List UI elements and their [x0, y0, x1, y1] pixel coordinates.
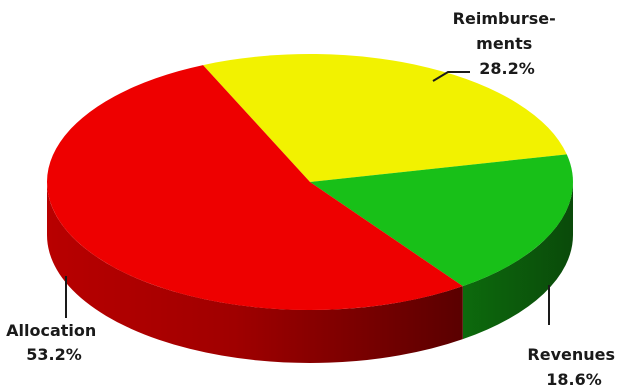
pie-labels: Reimburse- ments 28.2% Revenues 18.6% Al…	[6, 9, 617, 389]
slice-label-revenues: Revenues 18.6%	[527, 345, 617, 389]
slice-value-reimbursements: 28.2%	[479, 59, 535, 78]
leader-line-reimbursements	[432, 71, 470, 82]
pie-side-revenues	[462, 182, 573, 340]
pie-slice-reimbursements	[203, 54, 567, 182]
slice-label-revenues-line1: Revenues	[527, 345, 615, 364]
pie-leader-lines	[65, 71, 550, 325]
pie-slice-allocation	[46, 65, 463, 310]
slice-label-reimbursements: Reimburse- ments 28.2%	[453, 9, 562, 78]
pie-side-allocation	[47, 182, 463, 363]
slice-value-revenues: 18.6%	[546, 370, 602, 389]
slice-label-allocation-line1: Allocation	[6, 321, 96, 340]
slice-label-allocation: Allocation 53.2%	[6, 321, 102, 364]
slice-label-reimbursements-line1: Reimburse-	[453, 9, 556, 28]
slice-value-allocation: 53.2%	[26, 345, 82, 364]
pie-sides	[47, 182, 573, 363]
slice-label-reimbursements-line2: ments	[476, 34, 532, 53]
pie-slice-revenues	[310, 154, 573, 287]
pie-tops	[46, 54, 573, 310]
